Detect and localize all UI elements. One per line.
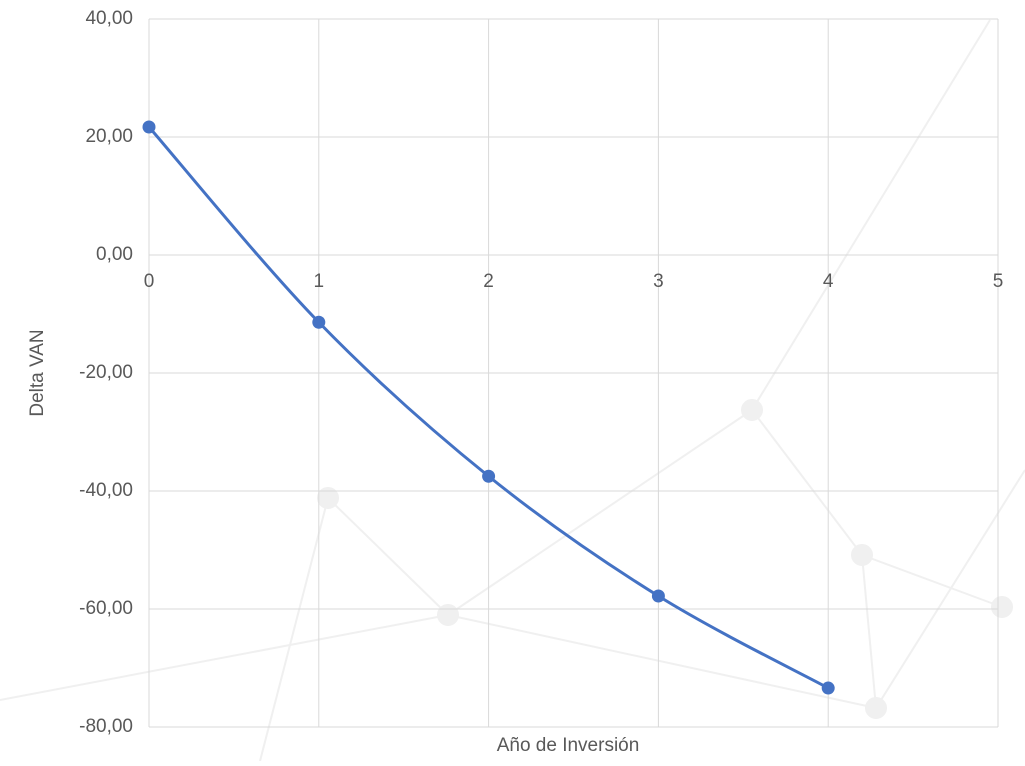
x-tick-label: 2 — [483, 271, 494, 292]
y-tick-label: -40,00 — [79, 480, 133, 501]
x-tick-label: 0 — [144, 271, 155, 292]
x-tick-label: 3 — [653, 271, 664, 292]
y-axis-title: Delta VAN — [27, 329, 48, 416]
y-tick-label: 0,00 — [96, 244, 133, 265]
x-axis-title: Año de Inversión — [497, 735, 640, 756]
y-tick-label: -80,00 — [79, 716, 133, 737]
chart: Año de Inversión Delta VAN -80,00 -60,00 -… — [0, 0, 1025, 761]
y-tick-label: -60,00 — [79, 598, 133, 619]
marker — [312, 316, 325, 329]
y-tick-label: -20,00 — [79, 362, 133, 383]
marker — [143, 120, 156, 133]
y-tick-label: 40,00 — [85, 8, 133, 29]
x-tick-label: 4 — [823, 271, 834, 292]
y-tick-label: 20,00 — [85, 126, 133, 147]
marker — [822, 682, 835, 695]
x-tick-label: 5 — [993, 271, 1004, 292]
marker — [652, 590, 665, 603]
x-tick-label: 1 — [314, 271, 325, 292]
marker — [482, 470, 495, 483]
